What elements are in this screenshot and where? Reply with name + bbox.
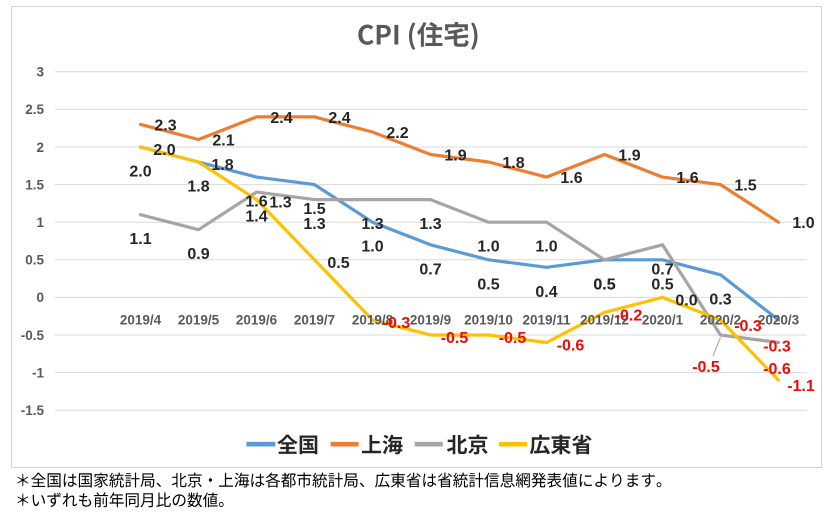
- svg-text:2019/7: 2019/7: [294, 312, 335, 327]
- svg-text:0.7: 0.7: [651, 261, 673, 278]
- svg-text:1.6: 1.6: [245, 194, 267, 211]
- svg-text:2.0: 2.0: [153, 142, 175, 159]
- svg-text:1.1: 1.1: [129, 231, 151, 248]
- svg-text:-1.1: -1.1: [787, 378, 815, 395]
- svg-text:1.0: 1.0: [535, 239, 557, 256]
- svg-text:2.4: 2.4: [328, 110, 350, 127]
- svg-text:-1.5: -1.5: [21, 403, 45, 418]
- svg-text:0.5: 0.5: [651, 276, 673, 293]
- svg-text:1.5: 1.5: [734, 178, 756, 195]
- svg-text:-0.3: -0.3: [383, 315, 411, 332]
- svg-text:1.9: 1.9: [618, 148, 640, 165]
- svg-text:2.5: 2.5: [25, 102, 44, 117]
- svg-text:-0.3: -0.3: [734, 318, 762, 335]
- svg-text:0.5: 0.5: [593, 276, 615, 293]
- svg-text:2019/12: 2019/12: [580, 312, 629, 327]
- svg-text:2.2: 2.2: [386, 125, 408, 142]
- svg-text:3: 3: [36, 65, 44, 80]
- svg-text:2019/9: 2019/9: [410, 312, 451, 327]
- svg-text:2019/4: 2019/4: [120, 312, 162, 327]
- svg-text:1.3: 1.3: [269, 195, 291, 212]
- svg-text:2019/6: 2019/6: [236, 312, 278, 327]
- svg-text:2019/11: 2019/11: [522, 312, 571, 327]
- svg-text:2.0: 2.0: [129, 164, 151, 181]
- svg-text:-0.2: -0.2: [615, 307, 643, 324]
- svg-text:2.4: 2.4: [270, 110, 292, 127]
- svg-text:1.4: 1.4: [245, 209, 267, 226]
- svg-text:1.0: 1.0: [792, 215, 814, 232]
- svg-text:1.0: 1.0: [361, 239, 383, 256]
- svg-text:0.3: 0.3: [709, 291, 731, 308]
- svg-text:1.6: 1.6: [560, 170, 582, 187]
- svg-text:2019/10: 2019/10: [464, 312, 513, 327]
- svg-text:2: 2: [36, 140, 44, 155]
- svg-text:1.3: 1.3: [361, 216, 383, 233]
- svg-text:1: 1: [36, 215, 44, 230]
- svg-text:-0.3: -0.3: [763, 338, 791, 355]
- svg-text:-0.6: -0.6: [763, 361, 791, 378]
- svg-text:2020/1: 2020/1: [642, 312, 684, 327]
- svg-text:0.5: 0.5: [327, 255, 349, 272]
- svg-text:1.9: 1.9: [444, 148, 466, 165]
- svg-text:2019/5: 2019/5: [178, 312, 220, 327]
- svg-text:1.5: 1.5: [303, 201, 325, 218]
- svg-text:1.5: 1.5: [25, 177, 44, 192]
- svg-text:-0.5: -0.5: [692, 359, 720, 376]
- svg-text:0.0: 0.0: [675, 292, 697, 309]
- svg-text:-1: -1: [32, 365, 44, 380]
- svg-text:1.3: 1.3: [419, 216, 441, 233]
- svg-text:0.9: 0.9: [187, 246, 209, 263]
- svg-text:0.5: 0.5: [477, 276, 499, 293]
- svg-text:2020/3: 2020/3: [758, 312, 800, 327]
- svg-text:1.8: 1.8: [187, 179, 209, 196]
- svg-text:2019/8: 2019/8: [352, 312, 394, 327]
- svg-text:1.0: 1.0: [477, 239, 499, 256]
- svg-text:1.6: 1.6: [676, 170, 698, 187]
- svg-text:2.3: 2.3: [154, 117, 176, 134]
- svg-text:-0.5: -0.5: [441, 330, 469, 347]
- svg-text:2020/2: 2020/2: [700, 312, 741, 327]
- svg-text:0.5: 0.5: [593, 276, 615, 293]
- svg-text:-0.5: -0.5: [21, 328, 45, 343]
- svg-text:1.8: 1.8: [211, 157, 233, 174]
- svg-text:0.5: 0.5: [25, 253, 44, 268]
- svg-text:0: 0: [36, 290, 44, 305]
- svg-text:0.7: 0.7: [419, 261, 441, 278]
- svg-text:-0.6: -0.6: [557, 338, 585, 355]
- svg-text:1.3: 1.3: [303, 216, 325, 233]
- svg-text:-0.5: -0.5: [499, 330, 527, 347]
- svg-text:0.4: 0.4: [535, 284, 557, 301]
- svg-text:2.1: 2.1: [212, 133, 234, 150]
- svg-text:1.8: 1.8: [502, 155, 524, 172]
